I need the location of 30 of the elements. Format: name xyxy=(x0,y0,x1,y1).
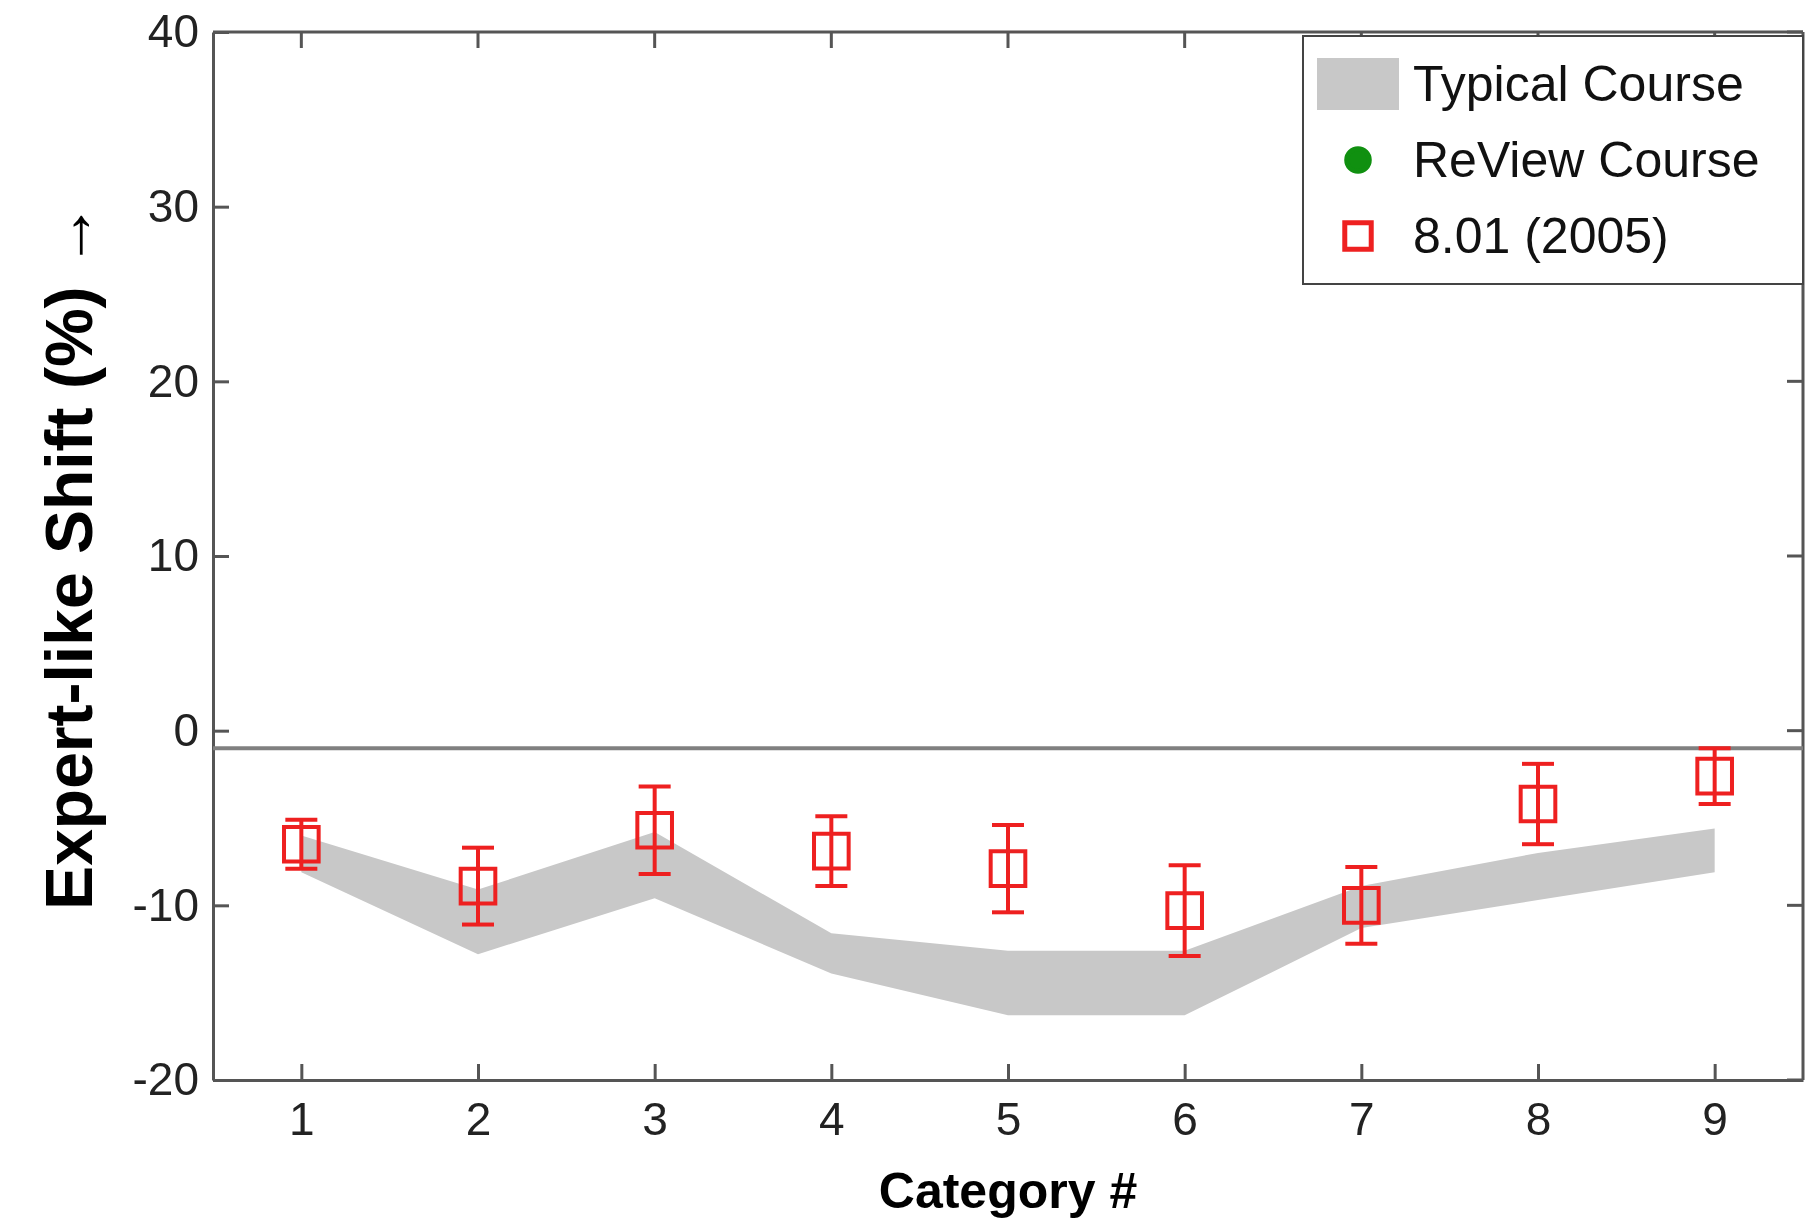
legend-label: ReView Course xyxy=(1413,132,1760,188)
x-tick-label: 5 xyxy=(995,1092,1022,1145)
legend-label: 8.01 (2005) xyxy=(1413,208,1669,264)
x-tick-label: 2 xyxy=(465,1092,492,1145)
x-tick-label: 8 xyxy=(1525,1092,1552,1145)
point xyxy=(1342,886,1381,925)
point xyxy=(988,849,1028,888)
x-tick-label: 7 xyxy=(1349,1092,1375,1145)
x-axis-title: Category # xyxy=(878,1163,1138,1219)
y-tick-label: 30 xyxy=(147,179,199,232)
y-tick-label: 10 xyxy=(147,529,199,582)
point xyxy=(1165,891,1204,930)
y-tick-label: 20 xyxy=(147,354,199,407)
point xyxy=(635,810,674,850)
point xyxy=(282,824,321,864)
y-axis-title: Expert-like Shift (%) → xyxy=(32,202,106,910)
x-tick-label: 6 xyxy=(1172,1092,1198,1145)
point xyxy=(812,831,851,871)
x-tick-label: 3 xyxy=(642,1092,668,1145)
y-tick-label: -20 xyxy=(132,1053,199,1106)
y-tick-label: 40 xyxy=(147,5,199,58)
point xyxy=(458,866,498,906)
x-tick-label: 9 xyxy=(1702,1092,1728,1145)
legend-label: Typical Course xyxy=(1413,56,1744,112)
y-tick-label: 0 xyxy=(173,703,199,756)
point xyxy=(1518,784,1558,824)
y-tick-label: -10 xyxy=(132,878,199,931)
point xyxy=(1695,756,1734,796)
x-tick-label: 1 xyxy=(289,1092,315,1145)
x-tick-label: 4 xyxy=(819,1092,845,1145)
